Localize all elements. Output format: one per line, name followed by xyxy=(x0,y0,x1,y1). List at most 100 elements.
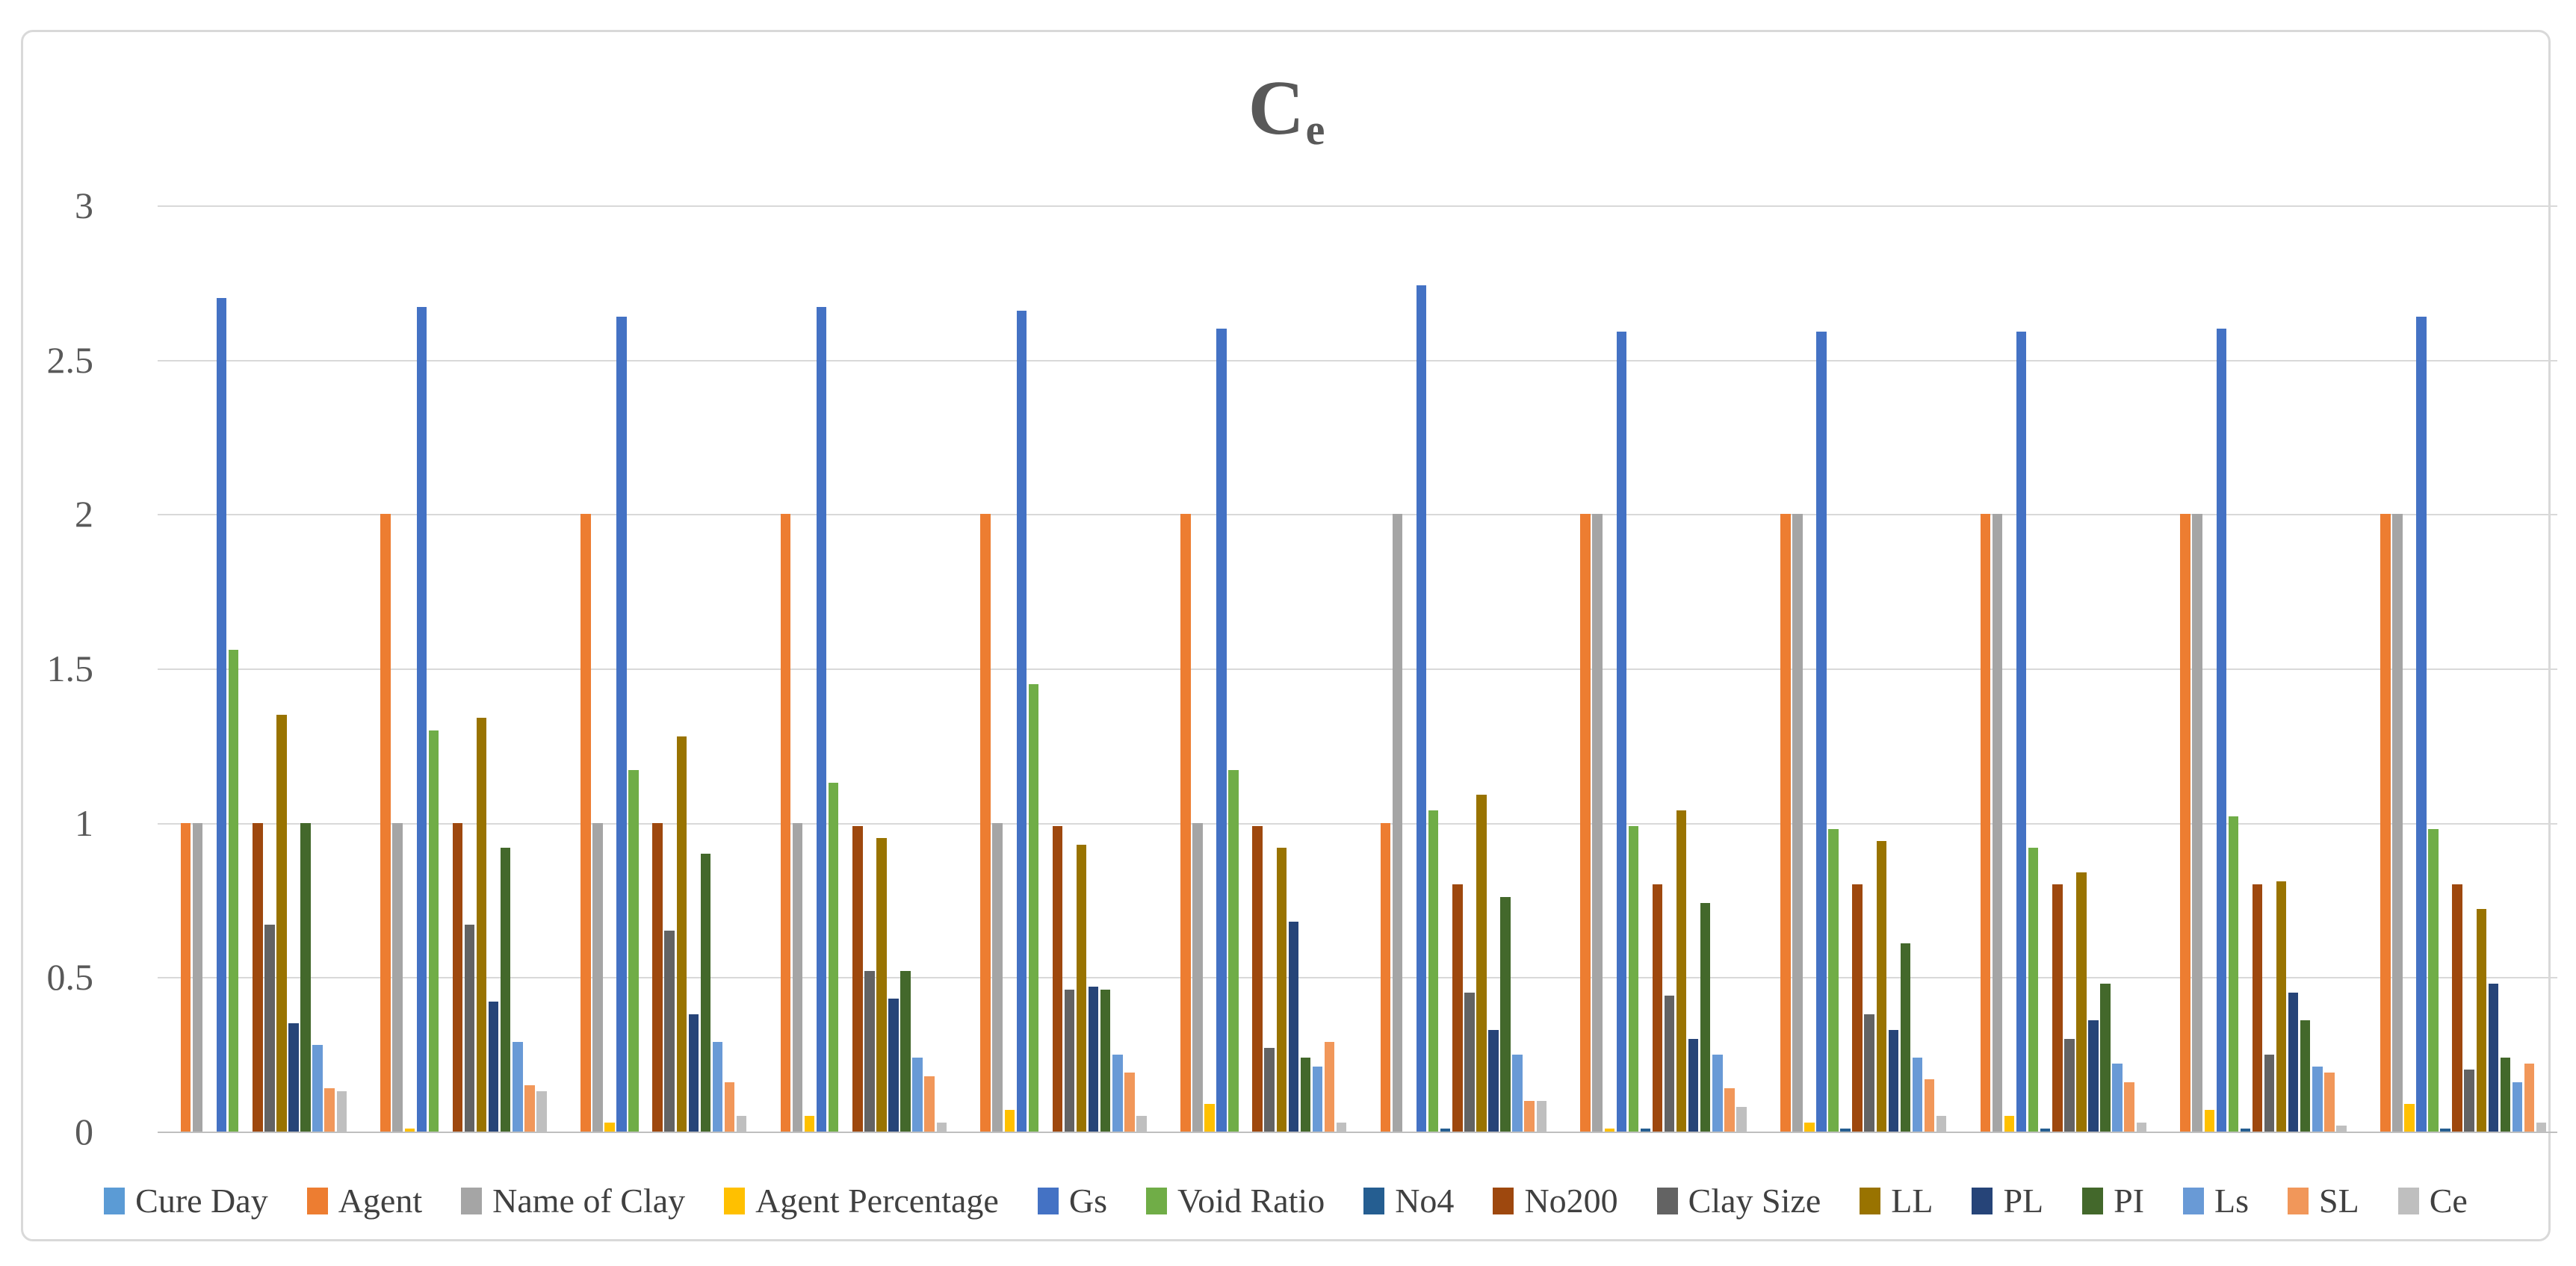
y-axis-tick-label: 1.5 xyxy=(46,648,94,689)
bar-gs xyxy=(2216,329,2227,1132)
bar-no200 xyxy=(253,822,263,1132)
bar-ls xyxy=(2512,1082,2523,1132)
bar-ll xyxy=(1276,847,1287,1132)
bar-ll xyxy=(1876,841,1886,1132)
bar-ls xyxy=(1512,1054,1523,1132)
legend-swatch-icon xyxy=(1493,1187,1514,1214)
bar-pi xyxy=(2100,983,2111,1132)
bar-pl xyxy=(2488,983,2499,1132)
bar-agent xyxy=(1780,514,1791,1132)
gridline xyxy=(158,359,2557,362)
bar-clay-size xyxy=(1864,1014,1874,1132)
bar-void-ratio xyxy=(1028,683,1039,1132)
bar-agent-percentage xyxy=(804,1116,815,1132)
legend-label: SL xyxy=(2319,1182,2359,1220)
bar-clay-size xyxy=(464,925,475,1132)
bar-no200 xyxy=(1452,884,1463,1132)
bar-agent xyxy=(380,514,391,1132)
bar-sl xyxy=(2324,1073,2335,1132)
bar-agent-percentage xyxy=(2004,1116,2015,1132)
legend-item-ce: Ce xyxy=(2397,1181,2468,1220)
bar-name-of-clay xyxy=(2192,514,2202,1132)
bar-pi xyxy=(700,854,711,1132)
bar-void-ratio xyxy=(228,650,239,1132)
bar-ls xyxy=(2312,1067,2323,1132)
bar-name-of-clay xyxy=(392,822,403,1132)
bar-pi xyxy=(1700,903,1711,1132)
bar-clay-size xyxy=(1664,996,1675,1132)
bar-ce xyxy=(2536,1122,2547,1132)
bar-clay-size xyxy=(2464,1070,2474,1132)
bar-ls xyxy=(1912,1057,1923,1132)
legend-swatch-icon xyxy=(724,1187,746,1214)
bar-agent xyxy=(2380,514,2391,1132)
bar-no200 xyxy=(1652,884,1663,1132)
legend-swatch-icon xyxy=(1037,1187,1059,1214)
bar-sl xyxy=(1124,1073,1135,1132)
bar-agent-percentage xyxy=(1804,1122,1815,1132)
bar-ce xyxy=(736,1116,747,1132)
bar-ls xyxy=(1112,1054,1123,1132)
bar-pl xyxy=(888,999,899,1132)
legend-swatch-icon xyxy=(1972,1187,1993,1214)
bar-ce xyxy=(536,1091,547,1132)
gridline xyxy=(158,822,2557,825)
bar-agent xyxy=(1380,822,1391,1132)
bar-void-ratio xyxy=(1828,828,1839,1132)
bar-name-of-clay xyxy=(1992,514,2003,1132)
legend-item-clay-size: Clay Size xyxy=(1656,1181,1821,1220)
legend-swatch-icon xyxy=(1860,1187,1881,1214)
bar-ce xyxy=(1536,1100,1546,1132)
bar-ce xyxy=(2336,1125,2347,1132)
legend: Cure Day Agent Name of Clay Agent Percentag… xyxy=(23,1181,2548,1220)
legend-swatch-icon xyxy=(2397,1187,2419,1214)
legend-label: PL xyxy=(2003,1182,2044,1220)
bar-gs xyxy=(216,298,227,1132)
bar-ls xyxy=(513,1042,523,1132)
bar-name-of-clay xyxy=(1592,514,1603,1132)
bar-ls xyxy=(312,1045,323,1132)
bar-gs xyxy=(1616,332,1627,1132)
bar-gs xyxy=(1216,329,1227,1132)
bar-ce xyxy=(1736,1106,1747,1132)
bar-ls xyxy=(912,1057,923,1132)
legend-item-gs: Gs xyxy=(1037,1181,1107,1220)
bar-gs xyxy=(416,307,427,1132)
y-axis-tick-label: 0 xyxy=(75,1111,93,1152)
bar-name-of-clay xyxy=(2392,514,2403,1132)
bar-gs xyxy=(1016,310,1027,1132)
bar-name-of-clay xyxy=(192,822,203,1132)
bar-agent xyxy=(1980,514,1991,1132)
bar-pi xyxy=(1500,896,1511,1132)
legend-swatch-icon xyxy=(104,1187,126,1214)
bar-sl xyxy=(724,1082,735,1132)
y-axis-tick-label: 1 xyxy=(75,801,93,844)
legend-swatch-icon xyxy=(1656,1187,1678,1214)
gridline xyxy=(158,514,2557,516)
legend-label: Ls xyxy=(2214,1182,2250,1220)
bar-sl xyxy=(524,1085,535,1132)
bar-ll xyxy=(2276,881,2287,1132)
legend-swatch-icon xyxy=(1363,1187,1385,1214)
legend-label: Void Ratio xyxy=(1177,1182,1325,1220)
bar-clay-size xyxy=(664,931,675,1132)
legend-item-cure-day: Cure Day xyxy=(104,1181,268,1220)
bar-no200 xyxy=(452,822,463,1132)
bar-ce xyxy=(1136,1116,1147,1132)
legend-swatch-icon xyxy=(306,1187,328,1214)
bar-pl xyxy=(2288,993,2299,1132)
bar-agent xyxy=(580,514,591,1132)
bar-ls xyxy=(1712,1054,1723,1132)
legend-label: LL xyxy=(1891,1182,1933,1220)
chart-frame: Ce 3 2.5 2 1.5 1 0.5 0 Cure Day Agent Name of Cl… xyxy=(21,30,2557,1241)
bar-ll xyxy=(2476,909,2486,1132)
bar-void-ratio xyxy=(2028,847,2039,1132)
bar-void-ratio xyxy=(1628,825,1639,1132)
bar-agent-percentage xyxy=(2404,1103,2415,1132)
bar-ll xyxy=(276,715,287,1132)
bar-void-ratio xyxy=(1428,810,1439,1132)
bar-ll xyxy=(876,838,887,1132)
bar-pi xyxy=(300,822,311,1132)
bar-clay-size xyxy=(2264,1054,2275,1132)
bar-clay-size xyxy=(1064,989,1075,1132)
